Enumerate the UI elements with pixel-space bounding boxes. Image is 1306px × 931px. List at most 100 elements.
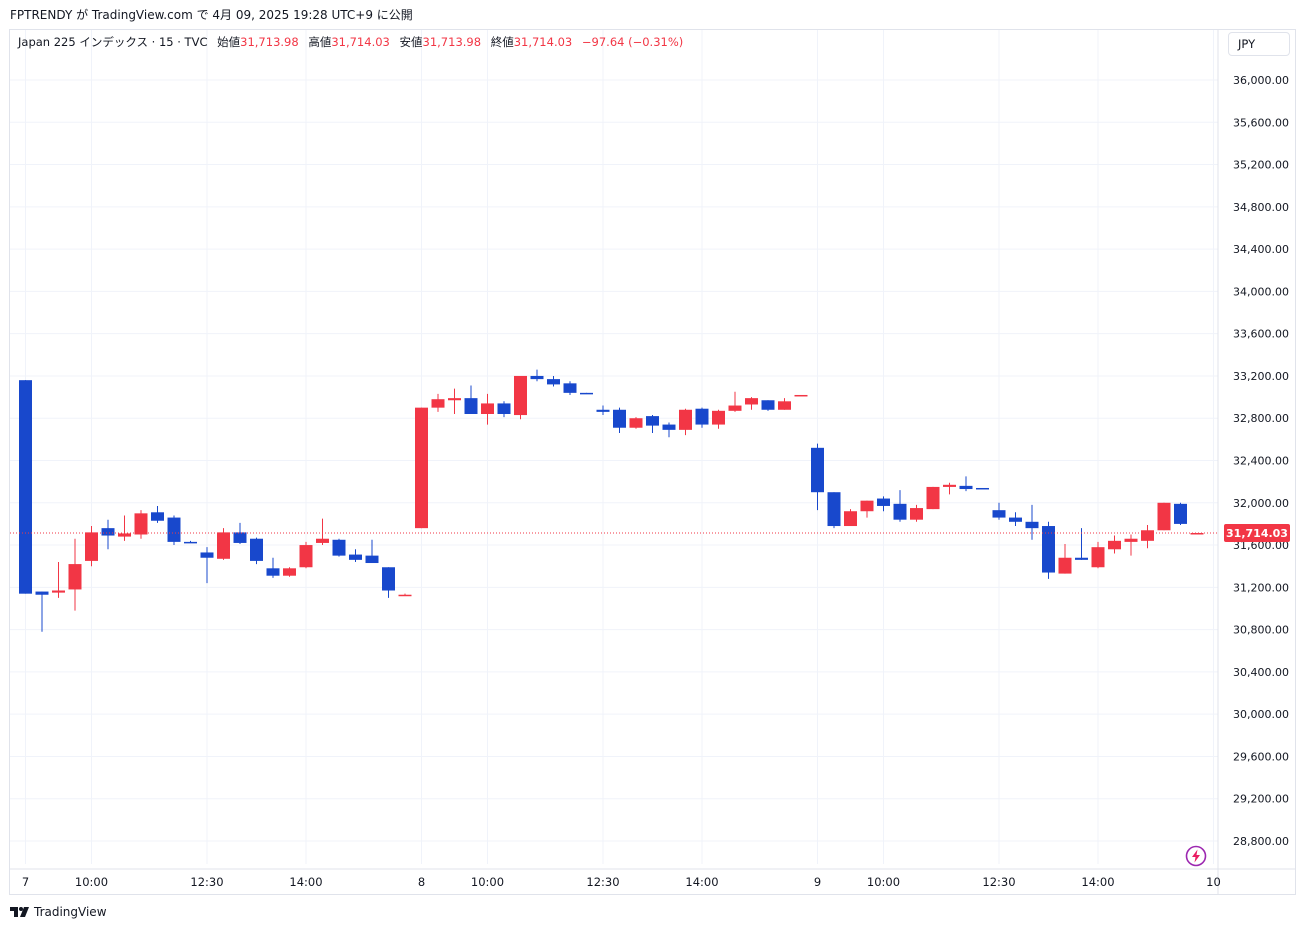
candle [398, 593, 412, 597]
y-tick-label: 32,000.00 [1233, 497, 1289, 510]
candle-body [1058, 557, 1072, 574]
candle [1009, 512, 1022, 527]
candle [101, 519, 115, 550]
candle [629, 417, 643, 429]
candle [365, 539, 379, 564]
candle-body [860, 500, 874, 512]
candle-body [844, 511, 857, 527]
y-tick-label: 28,800.00 [1233, 835, 1289, 848]
x-tick-label: 12:30 [982, 875, 1015, 889]
candle [316, 518, 329, 546]
candle-body [547, 379, 560, 385]
candle-body [68, 564, 82, 590]
y-tick-label: 32,400.00 [1233, 455, 1289, 468]
candle [827, 492, 841, 529]
candle-body [662, 424, 676, 430]
candle [943, 482, 956, 495]
x-tick-label: 10:00 [867, 875, 900, 889]
candle [481, 393, 494, 425]
open-label: 始値 [217, 35, 241, 49]
candle-body [52, 590, 65, 593]
candle [19, 380, 32, 594]
candle [959, 476, 973, 492]
candle [1157, 502, 1171, 531]
candle-body [1124, 538, 1138, 542]
candle [1108, 535, 1121, 554]
candle-body [530, 375, 544, 380]
candle [349, 549, 362, 562]
candle-body [299, 545, 313, 568]
candle [811, 443, 824, 511]
candle [893, 490, 907, 522]
x-tick-label: 14:00 [1081, 875, 1114, 889]
candle-body [910, 508, 923, 520]
change-value: −97.64 (−0.31%) [581, 35, 684, 49]
candle [1025, 504, 1039, 540]
candle [679, 408, 692, 436]
y-tick-label: 34,000.00 [1233, 285, 1289, 298]
candle-body [316, 538, 329, 543]
candle [299, 541, 313, 569]
candle [35, 591, 49, 632]
candle-body [365, 555, 379, 564]
candle-body [761, 400, 775, 410]
y-tick-label: 33,200.00 [1233, 370, 1289, 383]
grid-lines [10, 30, 1218, 864]
lightning-icon[interactable] [1185, 845, 1207, 871]
y-tick-label: 29,600.00 [1233, 750, 1289, 763]
candle [266, 557, 280, 578]
chart-frame [9, 29, 1296, 895]
last-price-label: 31,714.03 [1226, 527, 1288, 540]
currency-button[interactable]: JPY [1228, 32, 1290, 56]
candle [68, 538, 82, 611]
candle-body [1091, 547, 1105, 568]
candle [695, 407, 709, 428]
price-axis: 28,800.00 29,200.00 29,600.00 30,000.00 30,4… [1217, 30, 1289, 895]
candle [728, 391, 742, 412]
y-tick-label: 35,600.00 [1233, 116, 1289, 129]
candle [497, 401, 511, 418]
candle-body [398, 594, 412, 597]
symbol-label[interactable]: Japan 225 インデックス · 15 · TVC [18, 35, 208, 49]
candle-body [481, 403, 494, 414]
candle-body [992, 510, 1006, 518]
candle [151, 505, 164, 523]
low-label: 安値 [399, 35, 423, 49]
candle-body [1174, 503, 1187, 524]
tradingview-logo-icon[interactable] [10, 906, 30, 918]
candle-body [1157, 502, 1171, 531]
last-price-marker: 31,714.03 [10, 524, 1290, 543]
candle [200, 547, 214, 584]
y-tick-label: 31,200.00 [1233, 581, 1289, 594]
x-tick-label: 10:00 [471, 875, 504, 889]
x-tick-label: 14:00 [289, 875, 322, 889]
y-tick-label: 32,800.00 [1233, 412, 1289, 425]
candle-body [217, 532, 230, 559]
candle [1091, 541, 1105, 569]
x-tick-label: 8 [418, 875, 425, 889]
candle-body [85, 532, 98, 561]
ohlc-legend: Japan 225 インデックス · 15 · TVC 始値31,713.98 … [18, 34, 683, 50]
candle-body [943, 484, 956, 487]
candle [1058, 543, 1072, 574]
y-tick-label: 29,200.00 [1233, 793, 1289, 806]
publisher-line: FPTRENDY が TradingView.com で 4月 09, 2025… [10, 8, 413, 22]
candle-body [1108, 540, 1121, 550]
footer-brand[interactable]: TradingView [34, 905, 107, 919]
candle [283, 567, 296, 577]
candle [613, 407, 626, 434]
candle [596, 405, 610, 416]
candle [1174, 502, 1187, 525]
candle [778, 398, 791, 410]
time-axis: 7 10:00 12:30 14:00 8 10:00 12:30 14:00 9 10:00 12… [9, 868, 1296, 889]
candle-body [332, 539, 346, 556]
candle [448, 388, 461, 414]
candle-body [167, 517, 181, 542]
candle-body [827, 492, 841, 527]
candle [514, 375, 527, 420]
candle-body [1042, 526, 1055, 573]
candle [1190, 533, 1204, 535]
candle [580, 392, 593, 395]
candle [250, 537, 263, 565]
